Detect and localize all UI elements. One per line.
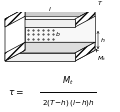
Polygon shape <box>5 8 25 61</box>
Polygon shape <box>5 42 95 53</box>
Polygon shape <box>5 53 75 61</box>
Polygon shape <box>75 42 95 61</box>
Polygon shape <box>75 8 95 61</box>
Text: $h$: $h$ <box>100 36 105 44</box>
Text: $M_t$: $M_t$ <box>62 74 74 87</box>
Polygon shape <box>25 16 95 42</box>
Text: $2(T\!-\!h)\;(l\!-\!h)h$: $2(T\!-\!h)\;(l\!-\!h)h$ <box>42 98 94 108</box>
Text: $l$: $l$ <box>48 5 52 13</box>
Text: $b$: $b$ <box>55 30 61 38</box>
Polygon shape <box>5 8 95 19</box>
Text: $T$: $T$ <box>97 0 103 7</box>
Polygon shape <box>5 42 25 61</box>
Polygon shape <box>5 19 75 27</box>
Text: $M_t$: $M_t$ <box>97 54 106 63</box>
Polygon shape <box>75 8 95 27</box>
Polygon shape <box>5 8 25 27</box>
Text: $\tau =$: $\tau =$ <box>8 88 24 97</box>
